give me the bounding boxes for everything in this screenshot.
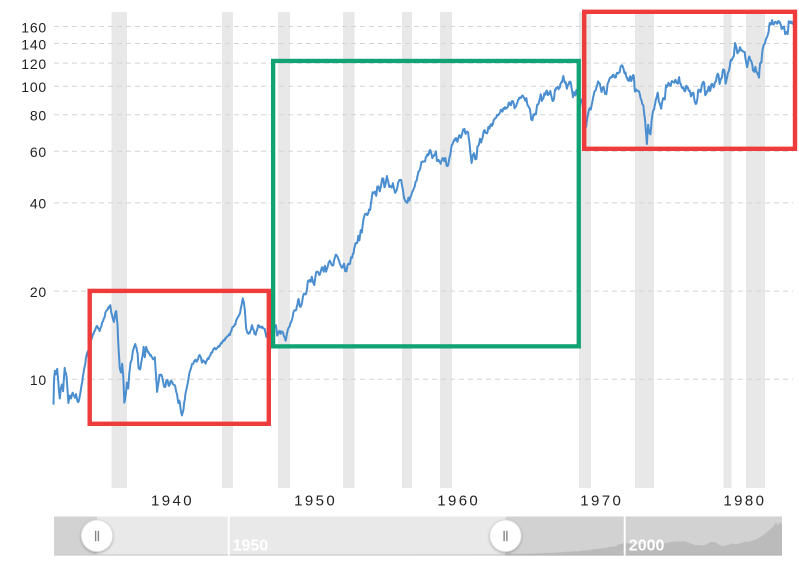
svg-text:1950: 1950 [233, 538, 269, 555]
svg-text:140: 140 [21, 36, 47, 52]
svg-text:60: 60 [30, 144, 47, 160]
svg-text:1960: 1960 [437, 493, 480, 510]
svg-text:1970: 1970 [580, 493, 623, 510]
svg-text:10: 10 [30, 372, 47, 388]
svg-text:2000: 2000 [629, 537, 665, 554]
svg-text:1950: 1950 [294, 493, 337, 510]
svg-text:120: 120 [21, 56, 47, 72]
svg-text:160: 160 [21, 19, 47, 35]
svg-text:1940: 1940 [151, 493, 194, 510]
svg-text:80: 80 [30, 108, 47, 124]
svg-text:100: 100 [21, 79, 47, 95]
svg-text:40: 40 [30, 196, 47, 212]
svg-text:1980: 1980 [723, 493, 766, 510]
svg-text:20: 20 [30, 284, 47, 300]
